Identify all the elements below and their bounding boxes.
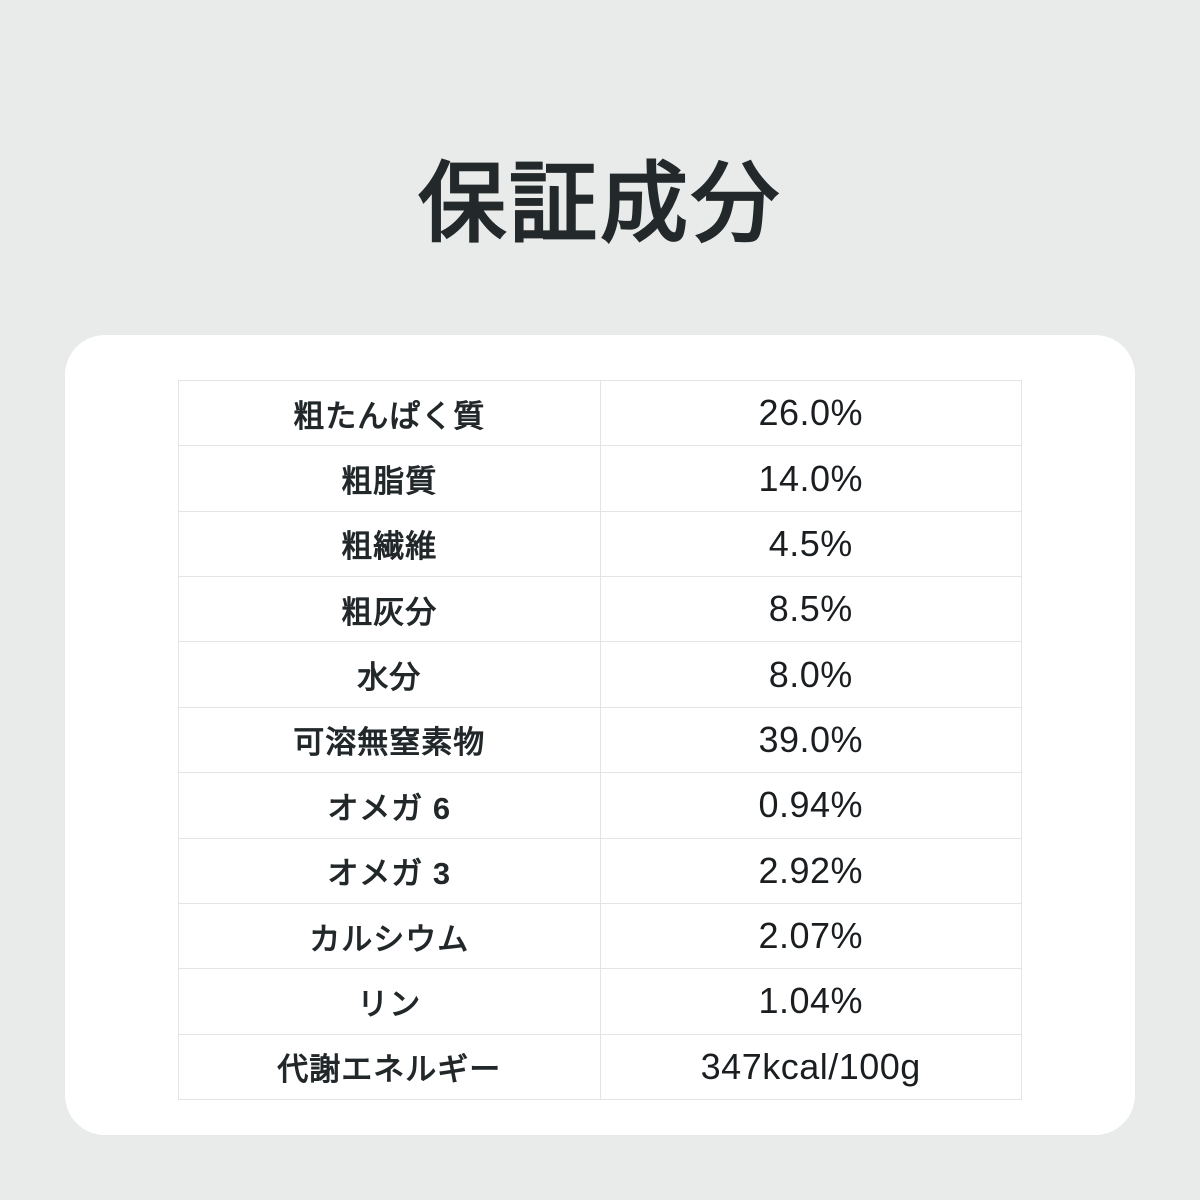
row-value: 2.07% <box>599 903 1022 969</box>
table-row: 粗灰分 8.5% <box>179 576 1022 642</box>
table-row: リン 1.04% <box>179 968 1022 1034</box>
table-row: 可溶無窒素物 39.0% <box>179 706 1022 773</box>
row-value: 0.94% <box>599 773 1022 838</box>
table-row: 粗たんぱく質 26.0% <box>179 381 1022 446</box>
analysis-table: 粗たんぱく質 26.0% 粗脂質 14.0% 粗繊維 4.5% 粗灰分 8.5%… <box>178 380 1022 1100</box>
row-label: 可溶無窒素物 <box>293 725 486 761</box>
analysis-card: 粗たんぱく質 26.0% 粗脂質 14.0% 粗繊維 4.5% 粗灰分 8.5%… <box>65 335 1135 1135</box>
row-value: 1.04% <box>599 969 1022 1034</box>
table-row: 粗脂質 14.0% <box>179 445 1022 511</box>
row-label: 粗灰分 <box>341 594 438 630</box>
row-label: 粗脂質 <box>341 464 438 500</box>
row-value: 14.0% <box>599 446 1022 511</box>
row-value: 2.92% <box>599 838 1022 903</box>
row-value: 8.5% <box>599 577 1022 642</box>
row-label: リン <box>357 986 422 1022</box>
row-value: 8.0% <box>599 642 1022 707</box>
row-label: オメガ 3 <box>327 856 452 892</box>
row-label: カルシウム <box>309 921 470 957</box>
row-label: 粗たんぱく質 <box>293 398 486 434</box>
table-row: 代謝エネルギー 347kcal/100g <box>179 1033 1022 1099</box>
row-value: 26.0% <box>599 381 1022 446</box>
row-label: 水分 <box>357 660 422 696</box>
table-row: カルシウム 2.07% <box>179 902 1022 969</box>
table-row: オメガ 6 0.94% <box>179 772 1022 838</box>
page-title: 保証成分 <box>417 154 782 253</box>
row-label: 粗繊維 <box>341 529 438 565</box>
row-value: 4.5% <box>599 511 1022 577</box>
row-value: 39.0% <box>599 707 1022 773</box>
table-row: 水分 8.0% <box>179 641 1022 707</box>
table-row: オメガ 3 2.92% <box>179 837 1022 903</box>
table-row: 粗繊維 4.5% <box>179 510 1022 577</box>
row-value: 347kcal/100g <box>599 1034 1022 1099</box>
row-label: オメガ 6 <box>327 790 452 826</box>
row-label: 代謝エネルギー <box>277 1052 502 1088</box>
